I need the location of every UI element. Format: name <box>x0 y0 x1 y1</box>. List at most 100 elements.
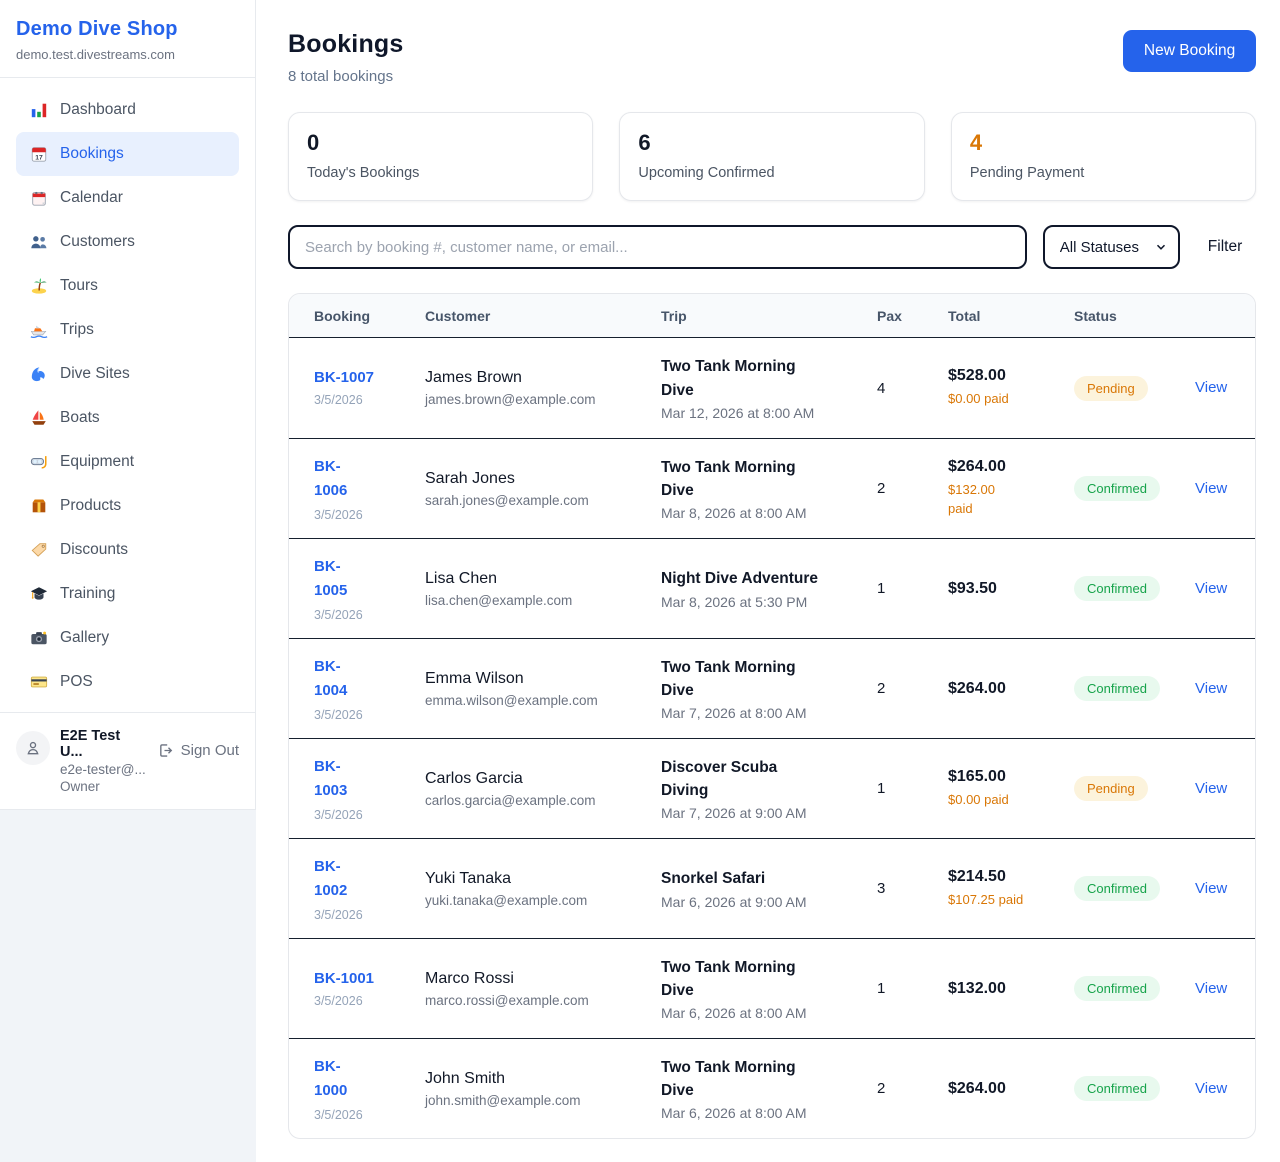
pax-value: 1 <box>877 780 886 797</box>
sidebar-item-products[interactable]: Products <box>16 484 239 528</box>
camera-icon <box>30 629 48 647</box>
motorboat-icon <box>30 321 48 339</box>
status-badge: Confirmed <box>1074 576 1160 601</box>
wave-icon <box>30 365 48 383</box>
booking-link[interactable]: BK-1003 <box>314 758 348 799</box>
status-select[interactable]: All Statuses <box>1042 225 1180 269</box>
new-booking-button[interactable]: New Booking <box>1122 30 1257 72</box>
column-header-pax: Pax <box>877 307 902 324</box>
stat-card-todays-bookings: 0 Today's Bookings <box>288 112 594 201</box>
stat-value: 4 <box>969 130 983 155</box>
main-content: Bookings 8 total bookings New Booking 0 … <box>256 0 1280 1162</box>
status-badge: Confirmed <box>1074 676 1160 701</box>
view-link[interactable]: View <box>1195 879 1228 897</box>
avatar <box>16 731 50 765</box>
table-row: BK-1006 3/5/2026 Sarah Jones sarah.jones@e… <box>289 438 1256 538</box>
sidebar-item-label: Trips <box>60 321 94 338</box>
view-link[interactable]: View <box>1195 579 1228 597</box>
sidebar-item-pos[interactable]: POS <box>16 660 239 704</box>
trip-name: Two Tank Morning Dive <box>661 1058 796 1099</box>
customer-email: sarah.jones@example.com <box>425 492 589 508</box>
total-amount: $214.50 <box>948 867 1006 885</box>
user-name: E2E Test U... <box>60 728 121 760</box>
graduation-cap-icon <box>30 585 48 603</box>
view-link[interactable]: View <box>1195 779 1228 797</box>
column-header-booking: Booking <box>314 307 370 324</box>
sidebar-item-dive-sites[interactable]: Dive Sites <box>16 352 239 396</box>
booking-link[interactable]: BK-1005 <box>314 558 348 599</box>
view-link[interactable]: View <box>1195 1079 1228 1097</box>
view-link[interactable]: View <box>1195 679 1228 697</box>
booking-date: 3/5/2026 <box>314 707 363 722</box>
status-badge: Confirmed <box>1074 976 1160 1001</box>
filter-button[interactable]: Filter <box>1207 238 1243 255</box>
pax-value: 3 <box>877 880 886 897</box>
sidebar-item-label: Calendar <box>60 189 123 206</box>
package-icon <box>30 497 48 515</box>
table-row: BK-1004 3/5/2026 Emma Wilson emma.wilson@e… <box>289 638 1256 738</box>
sidebar-item-gallery[interactable]: Gallery <box>16 616 239 660</box>
trip-datetime: Mar 8, 2026 at 5:30 PM <box>661 593 808 610</box>
view-link[interactable]: View <box>1195 379 1228 396</box>
stat-label: Today's Bookings <box>307 165 420 181</box>
logout-icon <box>159 744 172 757</box>
sidebar-item-discounts[interactable]: Discounts <box>16 528 239 572</box>
trip-name: Two Tank Morning Dive <box>661 458 796 499</box>
sidebar-item-boats[interactable]: Boats <box>16 396 239 440</box>
booking-link[interactable]: BK-1000 <box>314 1058 348 1099</box>
total-amount: $264.00 <box>948 458 1006 476</box>
stat-cards: 0 Today's Bookings 6 Upcoming Confirmed … <box>288 112 1257 201</box>
booking-date: 3/5/2026 <box>314 393 363 407</box>
sidebar-item-equipment[interactable]: Equipment <box>16 440 239 484</box>
search-input[interactable] <box>288 225 1027 269</box>
paid-amount: $0.00 paid <box>948 791 1009 807</box>
sidebar-item-customers[interactable]: Customers <box>16 220 239 264</box>
sidebar-item-label: Bookings <box>60 145 124 162</box>
table-row: BK-1000 3/5/2026 John Smith john.smith@exa… <box>289 1038 1256 1138</box>
view-link[interactable]: View <box>1195 479 1228 497</box>
booking-date: 3/5/2026 <box>314 1107 363 1122</box>
sidebar-item-label: Tours <box>60 277 98 294</box>
column-header-status: Status <box>1074 307 1117 324</box>
sidebar-item-tours[interactable]: Tours <box>16 264 239 308</box>
customer-name: Marco Rossi <box>425 969 514 987</box>
stat-label: Upcoming Confirmed <box>638 165 775 181</box>
bar-chart-icon <box>30 101 48 119</box>
table-row: BK-1002 3/5/2026 Yuki Tanaka yuki.tanaka@e… <box>289 838 1256 938</box>
sidebar-item-label: Training <box>60 585 116 602</box>
sidebar-nav: Dashboard 17 Bookings Calendar Customers… <box>0 78 255 712</box>
diving-mask-icon <box>30 453 48 471</box>
trip-datetime: Mar 12, 2026 at 8:00 AM <box>661 404 815 421</box>
sidebar-item-bookings[interactable]: 17 Bookings <box>16 132 239 176</box>
island-icon <box>30 277 48 295</box>
booking-link[interactable]: BK-1007 <box>314 369 375 386</box>
sign-out-button[interactable]: Sign Out <box>157 742 239 759</box>
booking-date: 3/5/2026 <box>314 807 363 822</box>
sidebar-item-trips[interactable]: Trips <box>16 308 239 352</box>
sidebar-header: Demo Dive Shop demo.test.divestreams.com <box>0 0 255 78</box>
sidebar-item-label: Discounts <box>60 541 129 558</box>
booking-date: 3/5/2026 <box>314 907 363 922</box>
total-amount: $165.00 <box>948 767 1006 785</box>
trip-name: Two Tank Morning Dive <box>661 658 796 699</box>
table-row: BK-1007 3/5/2026 James Brown james.brown@e… <box>289 338 1255 438</box>
booking-link[interactable]: BK-1006 <box>314 458 348 499</box>
sidebar-item-training[interactable]: Training <box>16 572 239 616</box>
trip-datetime: Mar 6, 2026 at 8:00 AM <box>661 1005 807 1022</box>
shop-domain: demo.test.divestreams.com <box>16 47 175 62</box>
booking-link[interactable]: BK-1004 <box>314 658 348 699</box>
booking-link[interactable]: BK-1002 <box>314 858 348 899</box>
trip-datetime: Mar 6, 2026 at 8:00 AM <box>661 1105 807 1122</box>
table-row: BK-1001 3/5/2026 Marco Rossi marco.rossi@e… <box>289 938 1256 1038</box>
status-badge: Confirmed <box>1074 1076 1160 1101</box>
total-amount: $264.00 <box>948 1079 1006 1097</box>
bookings-table: Booking Customer Trip Pax Total Status B… <box>288 293 1257 1139</box>
booking-date: 3/5/2026 <box>314 993 363 1008</box>
trip-datetime: Mar 8, 2026 at 8:00 AM <box>661 505 807 522</box>
booking-link[interactable]: BK-1001 <box>314 969 375 987</box>
calendar-date-icon: 17 <box>30 145 48 163</box>
sidebar-item-calendar[interactable]: Calendar <box>16 176 239 220</box>
sidebar-item-dashboard[interactable]: Dashboard <box>16 88 239 132</box>
person-icon <box>27 741 39 755</box>
view-link[interactable]: View <box>1195 979 1228 997</box>
